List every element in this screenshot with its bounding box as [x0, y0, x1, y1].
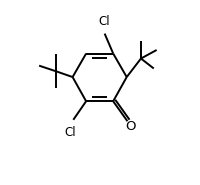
- Text: O: O: [126, 120, 136, 133]
- Text: Cl: Cl: [65, 126, 76, 139]
- Text: Cl: Cl: [99, 15, 110, 28]
